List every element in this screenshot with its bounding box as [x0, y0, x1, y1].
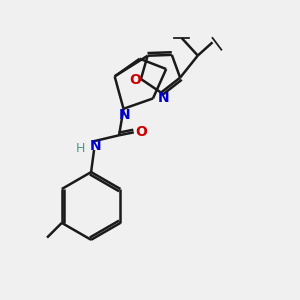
Text: N: N [119, 108, 131, 122]
Text: H: H [76, 142, 86, 155]
Text: O: O [135, 125, 147, 139]
Text: O: O [129, 74, 141, 88]
Text: N: N [90, 139, 101, 153]
Text: N: N [158, 92, 170, 106]
